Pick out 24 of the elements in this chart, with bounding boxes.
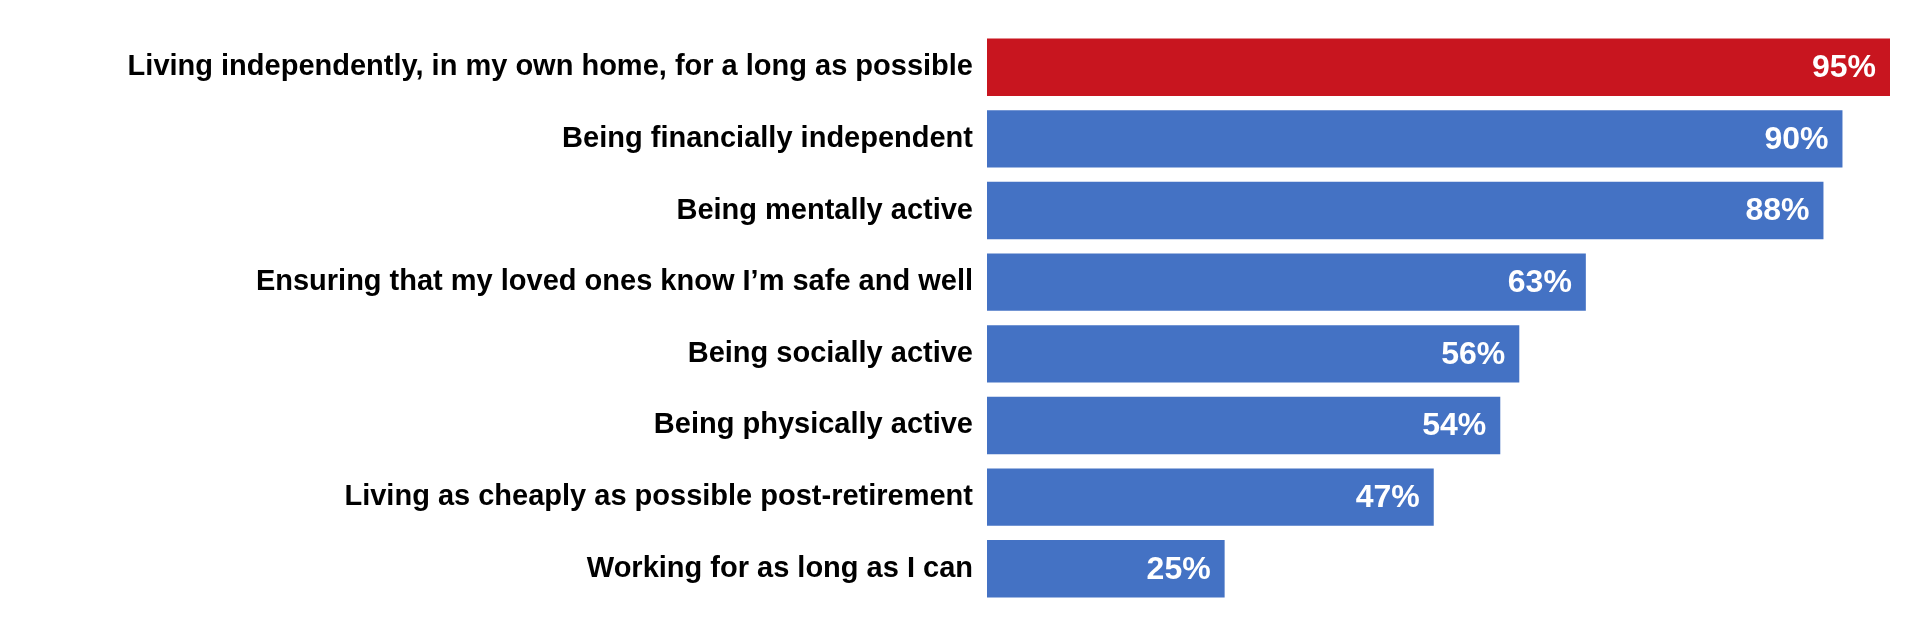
y-tick-label: Being financially independent (562, 120, 974, 153)
bar (987, 396, 1501, 455)
data-label: 95% (1811, 48, 1876, 85)
data-label: 56% (1441, 334, 1506, 371)
y-tick-label: Living as cheaply as possible post-retirement (344, 479, 974, 512)
bar (987, 38, 1890, 96)
y-tick-label: Being mentally active (676, 192, 973, 225)
data-label: 88% (1745, 191, 1810, 228)
y-tick-label: Living independently, in my own home, for a long as possible (127, 49, 973, 82)
data-label: 47% (1355, 477, 1420, 514)
bar (987, 540, 1225, 598)
y-tick-label: Working for as long as I can (586, 550, 973, 583)
bar (987, 325, 1520, 383)
y-tick-label: Being socially active (687, 335, 973, 368)
bar (987, 253, 1586, 311)
y-tick-label: Ensuring that my loved ones know I’m safe and well (255, 264, 973, 297)
data-label: 63% (1507, 263, 1572, 299)
data-label: 90% (1764, 119, 1829, 156)
bar (987, 110, 1843, 168)
data-label: 25% (1146, 549, 1211, 586)
bar (987, 468, 1434, 526)
data-label: 54% (1422, 406, 1487, 443)
y-tick-label: Being physically active (653, 407, 973, 440)
bar (987, 181, 1824, 240)
